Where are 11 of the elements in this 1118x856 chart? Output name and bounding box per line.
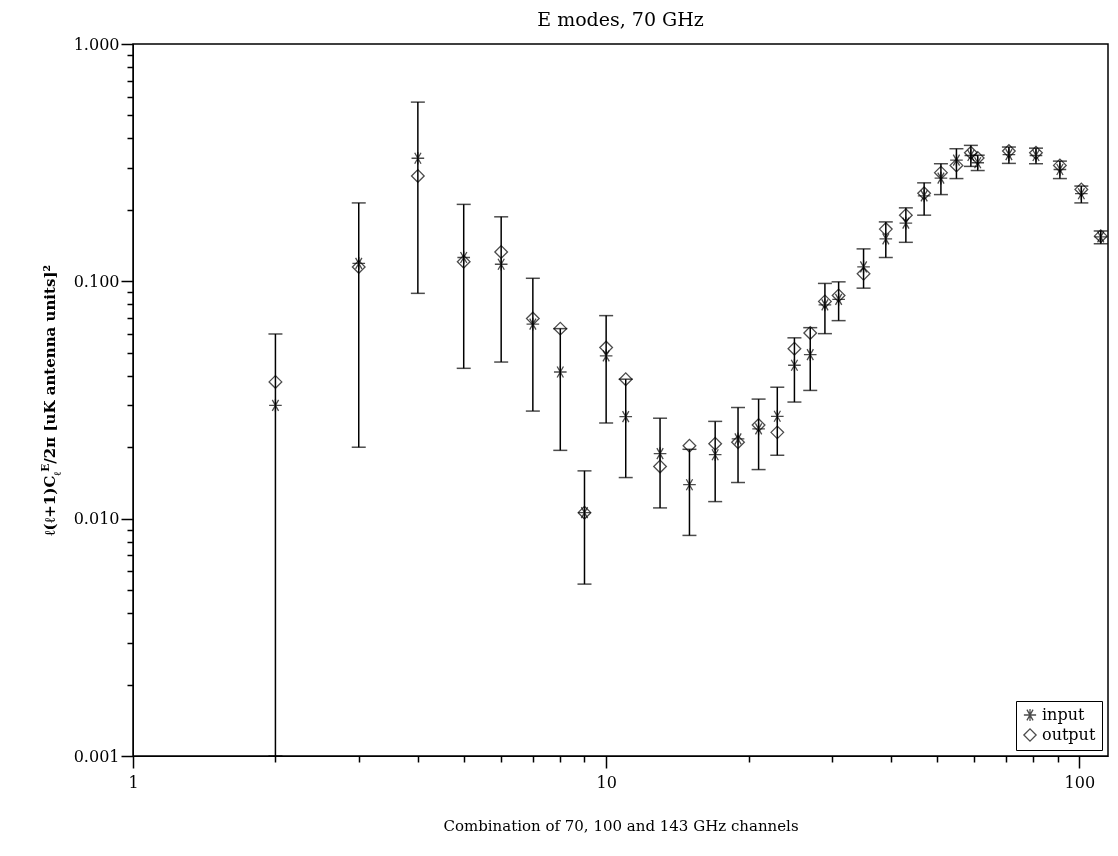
x-tick-label: 100 bbox=[1064, 772, 1096, 792]
y-tick-label: 0.001 bbox=[73, 746, 120, 766]
y-tick-label: 0.100 bbox=[73, 271, 120, 291]
x-tick-label: 10 bbox=[596, 772, 617, 792]
y-tick-label: 1.000 bbox=[73, 34, 120, 54]
legend-label: output bbox=[1042, 725, 1096, 744]
legend-label: input bbox=[1042, 705, 1085, 724]
chart-title: E modes, 70 GHz bbox=[537, 8, 704, 30]
x-axis-title: Combination of 70, 100 and 143 GHz channels bbox=[443, 816, 799, 835]
x-tick-label: 1 bbox=[128, 772, 139, 792]
y-tick-label: 0.010 bbox=[73, 509, 120, 529]
